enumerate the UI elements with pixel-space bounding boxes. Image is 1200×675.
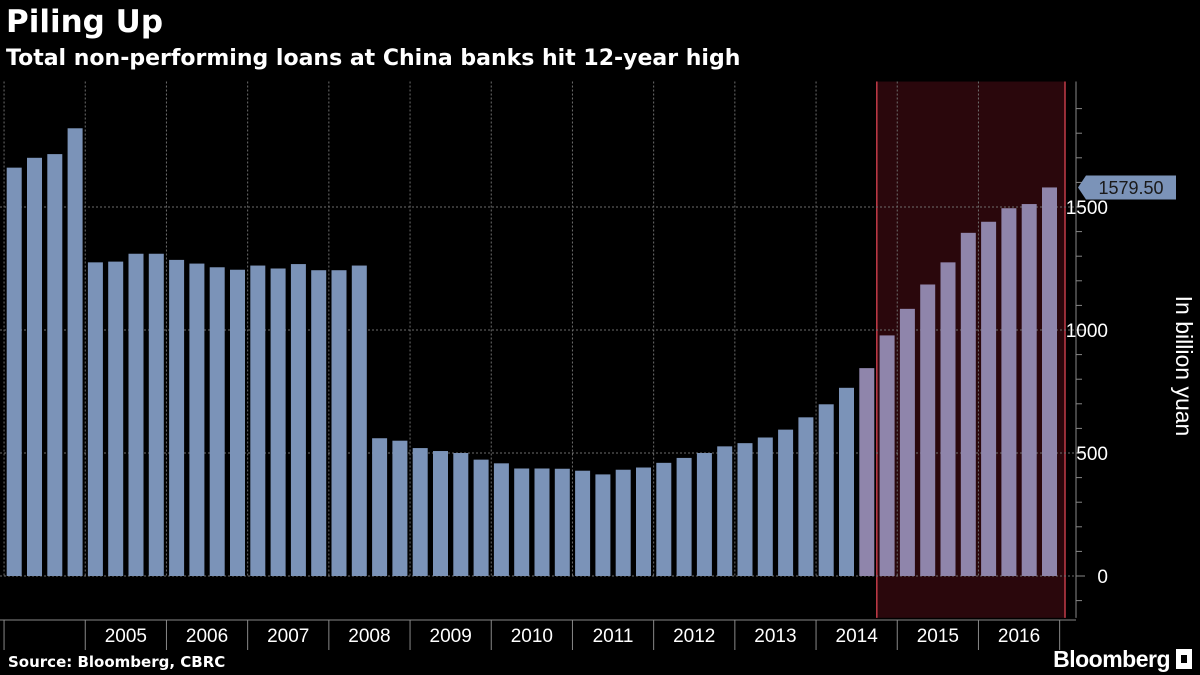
x-tick-label: 2013 xyxy=(754,626,796,647)
bar xyxy=(372,438,388,576)
bar xyxy=(392,440,408,576)
bar xyxy=(534,468,550,576)
y-tick-label: 0 xyxy=(1097,567,1108,588)
bar xyxy=(960,232,976,576)
bar xyxy=(148,253,164,577)
bar xyxy=(899,308,915,576)
bar xyxy=(737,443,753,576)
bar xyxy=(473,459,489,576)
bar xyxy=(575,470,591,576)
bar xyxy=(859,368,875,576)
x-tick-label: 2009 xyxy=(430,626,472,647)
bar xyxy=(209,267,225,576)
x-tick-label: 2015 xyxy=(917,626,959,647)
brand-name: Bloomberg xyxy=(1053,646,1170,672)
bar xyxy=(940,262,956,576)
bar xyxy=(615,469,631,576)
bar xyxy=(453,453,469,576)
x-tick-label: 2005 xyxy=(105,626,147,647)
value-callout xyxy=(1078,175,1176,200)
source-note: Source: Bloomberg, CBRC xyxy=(8,653,226,671)
bar xyxy=(47,154,63,577)
bar xyxy=(27,157,42,577)
chart-subtitle: Total non-performing loans at China bank… xyxy=(6,46,741,71)
x-tick-label: 2008 xyxy=(348,626,390,647)
bar xyxy=(696,453,712,576)
bar xyxy=(433,451,448,576)
bar xyxy=(595,474,611,576)
bar xyxy=(1042,187,1057,576)
bar xyxy=(981,221,997,576)
x-tick-label: 2007 xyxy=(267,626,309,647)
bloomberg-icon xyxy=(1176,649,1192,669)
chart-title: Piling Up xyxy=(6,4,164,40)
bar xyxy=(717,446,733,576)
brand-logo: Bloomberg xyxy=(1053,645,1192,673)
bar xyxy=(636,467,651,576)
bar xyxy=(879,335,895,576)
bar xyxy=(230,269,245,576)
x-tick-label: 2014 xyxy=(836,626,879,647)
bar xyxy=(1001,208,1017,577)
bar xyxy=(554,468,570,576)
bar xyxy=(108,261,124,576)
bar xyxy=(290,264,306,576)
y-tick-label: 1500 xyxy=(1066,198,1108,219)
bar xyxy=(189,263,205,576)
bar xyxy=(493,463,509,576)
value-callout-label: 1579.50 xyxy=(1098,178,1163,198)
bar xyxy=(676,457,692,576)
bar xyxy=(412,448,428,576)
x-tick-label: 2012 xyxy=(673,626,715,647)
bar xyxy=(818,404,834,576)
bar xyxy=(169,259,185,576)
bar xyxy=(250,265,266,576)
x-tick-label: 2006 xyxy=(186,626,228,647)
y-tick-label: 1000 xyxy=(1066,321,1108,342)
bar xyxy=(351,265,367,576)
bar xyxy=(87,262,103,576)
bar xyxy=(920,284,936,576)
bar xyxy=(798,417,814,576)
bar xyxy=(270,268,286,576)
y-axis-label: In billion yuan xyxy=(1171,296,1197,437)
bar xyxy=(6,167,22,576)
bar xyxy=(757,437,773,576)
x-tick-label: 2010 xyxy=(511,626,553,647)
bar xyxy=(778,429,794,576)
x-tick-label: 2016 xyxy=(998,626,1040,647)
bar xyxy=(1021,204,1037,576)
bar xyxy=(67,128,83,576)
bar xyxy=(331,270,347,576)
bar xyxy=(128,253,144,577)
bar xyxy=(839,387,854,576)
x-tick-label: 2011 xyxy=(593,626,634,647)
y-tick-label: 500 xyxy=(1076,444,1108,465)
bar xyxy=(514,468,530,576)
bar xyxy=(311,270,327,576)
bar xyxy=(656,462,672,576)
